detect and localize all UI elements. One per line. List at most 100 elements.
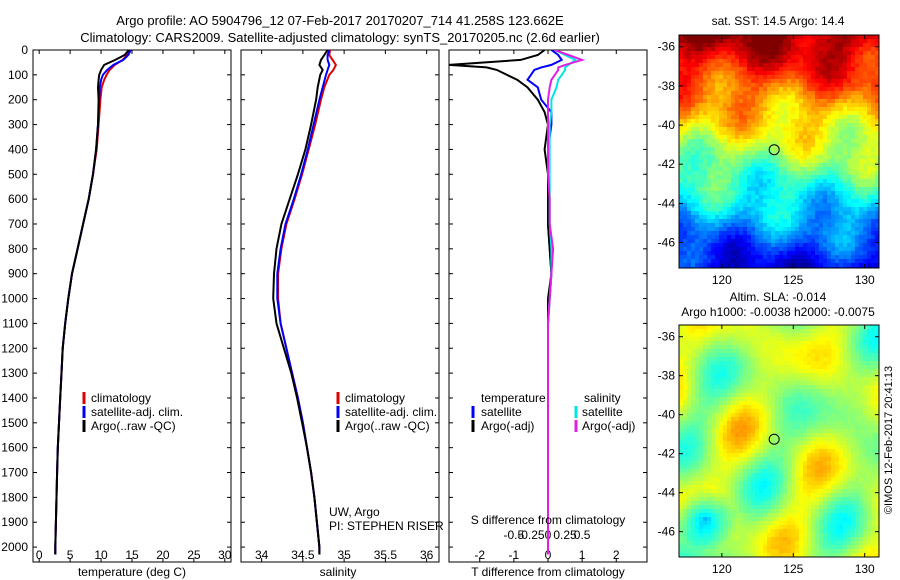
map-cell (771, 445, 775, 449)
map-cell (755, 425, 759, 429)
map-cell (803, 259, 807, 263)
map-cell (679, 385, 683, 389)
map-cell (735, 135, 739, 139)
map-cell (835, 171, 839, 175)
map-cell (791, 79, 795, 83)
map-cell (791, 417, 795, 421)
map-cell (699, 175, 703, 179)
map-cell (839, 243, 843, 247)
map-cell (859, 195, 863, 199)
map-cell (691, 259, 695, 263)
map-cell (727, 59, 731, 63)
map-cell (875, 337, 879, 341)
map-cell (787, 397, 791, 401)
map-cell (739, 239, 743, 243)
map-cell (827, 115, 831, 119)
map-cell (795, 429, 799, 433)
map-cell (799, 345, 803, 349)
map-cell (743, 365, 747, 369)
map-cell (719, 199, 723, 203)
map-cell (719, 345, 723, 349)
map-cell (755, 79, 759, 83)
map-cell (751, 63, 755, 67)
map-cell (759, 235, 763, 239)
map-cell (779, 155, 783, 159)
map-cell (695, 369, 699, 373)
map-cell (763, 365, 767, 369)
map-cell (791, 409, 795, 413)
map-cell (691, 345, 695, 349)
map-cell (815, 75, 819, 79)
map-cell (855, 111, 859, 115)
map-cell (703, 179, 707, 183)
depth-tick-label: 1400 (1, 391, 28, 405)
map-cell (739, 369, 743, 373)
map-cell (763, 231, 767, 235)
map-cell (811, 111, 815, 115)
map-cell (719, 183, 723, 187)
map-cell (859, 413, 863, 417)
map-cell (743, 345, 747, 349)
map-cell (835, 187, 839, 191)
map-cell (715, 255, 719, 259)
map-cell (759, 449, 763, 453)
map-cell (743, 47, 747, 51)
map-cell (867, 87, 871, 91)
map-cell (807, 203, 811, 207)
map-cell (687, 47, 691, 51)
map-cell (719, 191, 723, 195)
map-cell (723, 123, 727, 127)
map-cell (847, 341, 851, 345)
map-cell (795, 361, 799, 365)
map-cell (843, 457, 847, 461)
map-cell (851, 457, 855, 461)
map-cell (779, 175, 783, 179)
map-cell (831, 433, 835, 437)
map-cell (767, 123, 771, 127)
map-cell (775, 39, 779, 43)
map-cell (751, 163, 755, 167)
map-cell (779, 63, 783, 67)
map-cell (803, 325, 807, 329)
map-cell (695, 361, 699, 365)
map-cell (835, 111, 839, 115)
map-cell (819, 235, 823, 239)
map-cell (819, 449, 823, 453)
map-cell (851, 187, 855, 191)
map-cell (803, 413, 807, 417)
map-cell (811, 457, 815, 461)
map-cell (707, 159, 711, 163)
map-cell (779, 353, 783, 357)
map-cell (767, 155, 771, 159)
map-cell (859, 405, 863, 409)
map-cell (855, 171, 859, 175)
map-cell (791, 401, 795, 405)
map-cell (839, 247, 843, 251)
map-cell (779, 195, 783, 199)
map-cell (755, 99, 759, 103)
map-cell (839, 361, 843, 365)
map-cell (691, 337, 695, 341)
map-cell (719, 175, 723, 179)
map-cell (703, 345, 707, 349)
map-cell (711, 55, 715, 59)
map-cell (811, 357, 815, 361)
map-cell (827, 373, 831, 377)
map-cell (859, 385, 863, 389)
map-cell (803, 401, 807, 405)
map-cell (875, 163, 879, 167)
map-cell (831, 393, 835, 397)
map-cell (871, 421, 875, 425)
map-cell (695, 195, 699, 199)
map-cell (771, 171, 775, 175)
map-cell (859, 373, 863, 377)
map-cell (867, 195, 871, 199)
map-cell (719, 35, 723, 39)
map-cell (835, 75, 839, 79)
map-cell (755, 357, 759, 361)
map-cell (795, 433, 799, 437)
map-cell (747, 219, 751, 223)
map-cell (819, 457, 823, 461)
map-cell (803, 127, 807, 131)
temperature-lines (54, 50, 132, 555)
